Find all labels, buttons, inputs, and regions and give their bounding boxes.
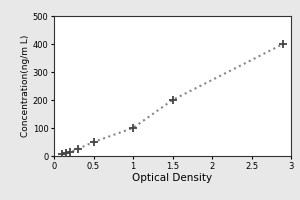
Y-axis label: Concentration(ng/m L): Concentration(ng/m L) <box>21 35 30 137</box>
X-axis label: Optical Density: Optical Density <box>132 173 213 183</box>
